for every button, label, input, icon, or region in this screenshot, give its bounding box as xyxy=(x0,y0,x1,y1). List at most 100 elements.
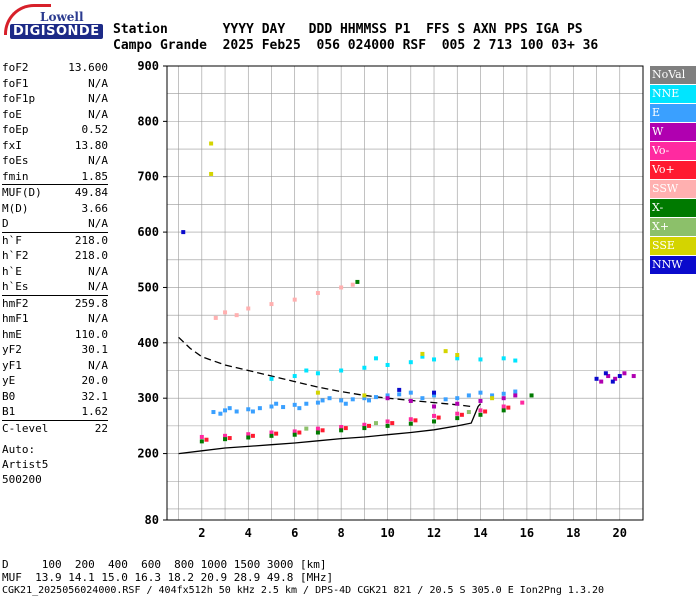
footer-distance-row: D 100 200 400 600 800 1000 1500 3000 [km… xyxy=(2,558,327,571)
echo-point-e xyxy=(292,402,297,407)
parameter-name: h`F2 xyxy=(2,249,29,262)
logo-digisonde-text: DIGISONDE xyxy=(10,24,103,39)
y-tick-label: 700 xyxy=(137,170,159,184)
autoscaling-info: Auto: Artist5 500200 xyxy=(2,442,108,487)
parameter-value: 13.80 xyxy=(74,138,108,152)
echo-point-vo xyxy=(455,411,460,416)
echo-point-nne xyxy=(373,356,378,361)
legend-item: NNE xyxy=(650,85,696,103)
parameter-value: 49.84 xyxy=(74,186,108,199)
parameter-row: MUF(D) 49.84 xyxy=(2,184,108,201)
parameter-row: hmE 110.0 xyxy=(2,327,108,343)
echo-point-e xyxy=(281,405,286,410)
echo-point-nne xyxy=(362,365,367,370)
echo-point-nne xyxy=(513,358,518,363)
echo-point-nne xyxy=(385,362,390,367)
autoscaling-line: 500200 xyxy=(2,473,42,486)
echo-point-e xyxy=(466,393,471,398)
parameter-name: foF1p xyxy=(2,92,36,105)
echo-point-nne xyxy=(420,354,425,359)
legend-item: Vo- xyxy=(650,142,696,160)
echo-point-vo xyxy=(315,426,320,431)
parameter-row: C-level 22 xyxy=(2,419,108,437)
echo-point-e xyxy=(246,407,251,412)
parameter-row: M(D) 3.66 xyxy=(2,201,108,217)
legend-item: NoVal xyxy=(650,66,696,84)
echo-point-vo xyxy=(269,430,274,435)
echo-point-nne xyxy=(315,371,320,376)
parameter-row: foF2 13.600 xyxy=(2,60,108,76)
echo-point-ssw xyxy=(223,310,228,315)
echo-point-x xyxy=(199,439,204,444)
parameter-row: foF1p N/A xyxy=(2,91,108,107)
echo-point-vo xyxy=(320,428,325,433)
echo-point-nne xyxy=(304,368,309,373)
parameter-row: h`F 218.0 xyxy=(2,231,108,249)
parameter-value: 3.66 xyxy=(81,201,109,215)
echo-point-nnw xyxy=(610,379,615,384)
parameter-list: foF2 13.600 foF1 N/A foF1p N/A foE N/A foEp 0.52 f… xyxy=(2,60,108,436)
echo-point-w xyxy=(432,404,437,409)
echo-point-e xyxy=(339,398,344,403)
echo-point-ssw xyxy=(315,291,320,295)
parameter-name: yF2 xyxy=(2,343,22,356)
echo-point-nne xyxy=(455,356,460,361)
parameter-row: B1 1.62 xyxy=(2,404,108,420)
echo-point-vo xyxy=(390,421,395,426)
echo-point-nne xyxy=(408,360,413,365)
echo-point-w xyxy=(501,396,506,401)
parameter-name: MUF(D) xyxy=(2,186,42,199)
echo-point-ssw xyxy=(339,285,344,290)
echo-point-sse xyxy=(420,351,425,356)
y-tick-label: 200 xyxy=(137,447,159,461)
echo-point-x xyxy=(223,437,228,442)
parameter-value: 32.1 xyxy=(81,389,109,403)
echo-point-sse xyxy=(443,349,448,354)
parameter-value: N/A xyxy=(88,358,108,372)
parameter-value: N/A xyxy=(88,312,108,325)
echo-point-nne xyxy=(292,374,297,379)
echo-point-x xyxy=(478,412,483,417)
y-tick-label: 800 xyxy=(137,114,159,128)
header-row-labels: Station YYYY DAY DDD HHMMSS P1 FFS S AXN… xyxy=(113,22,583,37)
parameter-row: h`Es N/A xyxy=(2,279,108,295)
parameter-name: fxI xyxy=(2,138,22,152)
echo-point-e xyxy=(397,392,402,397)
echo-point-x xyxy=(432,419,437,424)
parameter-row: foEs N/A xyxy=(2,153,108,169)
echo-point-e xyxy=(490,393,495,398)
plot-frame xyxy=(166,65,644,521)
echo-point-w xyxy=(513,393,518,398)
true-height-trace-solid xyxy=(178,403,481,455)
parameter-name: hmF1 xyxy=(2,312,29,325)
echo-point-sse xyxy=(209,141,214,146)
autoscaling-line: Auto: xyxy=(2,443,36,456)
echo-point-vo xyxy=(413,418,418,423)
y-tick-label: 300 xyxy=(137,391,159,405)
echo-point-vo xyxy=(483,409,488,414)
echo-point-w xyxy=(408,398,413,403)
echo-point-x xyxy=(339,428,344,433)
echo-point-x xyxy=(246,435,251,440)
parameter-row: yF2 30.1 xyxy=(2,342,108,358)
legend-item: W xyxy=(650,123,696,141)
parameter-value: N/A xyxy=(88,264,108,278)
echo-point-nnw xyxy=(594,376,599,381)
echo-point-ssw xyxy=(269,302,274,307)
parameter-value: 0.52 xyxy=(81,123,109,136)
parameter-name: C-level xyxy=(2,421,49,435)
parameter-row: B0 32.1 xyxy=(2,389,108,405)
electron-density-profile-dashed xyxy=(178,336,472,408)
x-tick-label: 20 xyxy=(613,526,627,540)
x-tick-label: 10 xyxy=(380,526,394,540)
echo-point-vo xyxy=(362,422,367,427)
legend-item: X- xyxy=(650,199,696,217)
echo-point-w xyxy=(385,396,390,401)
parameter-value: 30.1 xyxy=(81,343,109,356)
legend-item: NNW xyxy=(650,256,696,274)
echo-point-e xyxy=(234,409,239,414)
echo-point-vo xyxy=(520,400,525,405)
echo-point-vo xyxy=(274,431,279,436)
echo-point-nnw xyxy=(181,230,186,235)
x-tick-label: 6 xyxy=(291,526,298,540)
